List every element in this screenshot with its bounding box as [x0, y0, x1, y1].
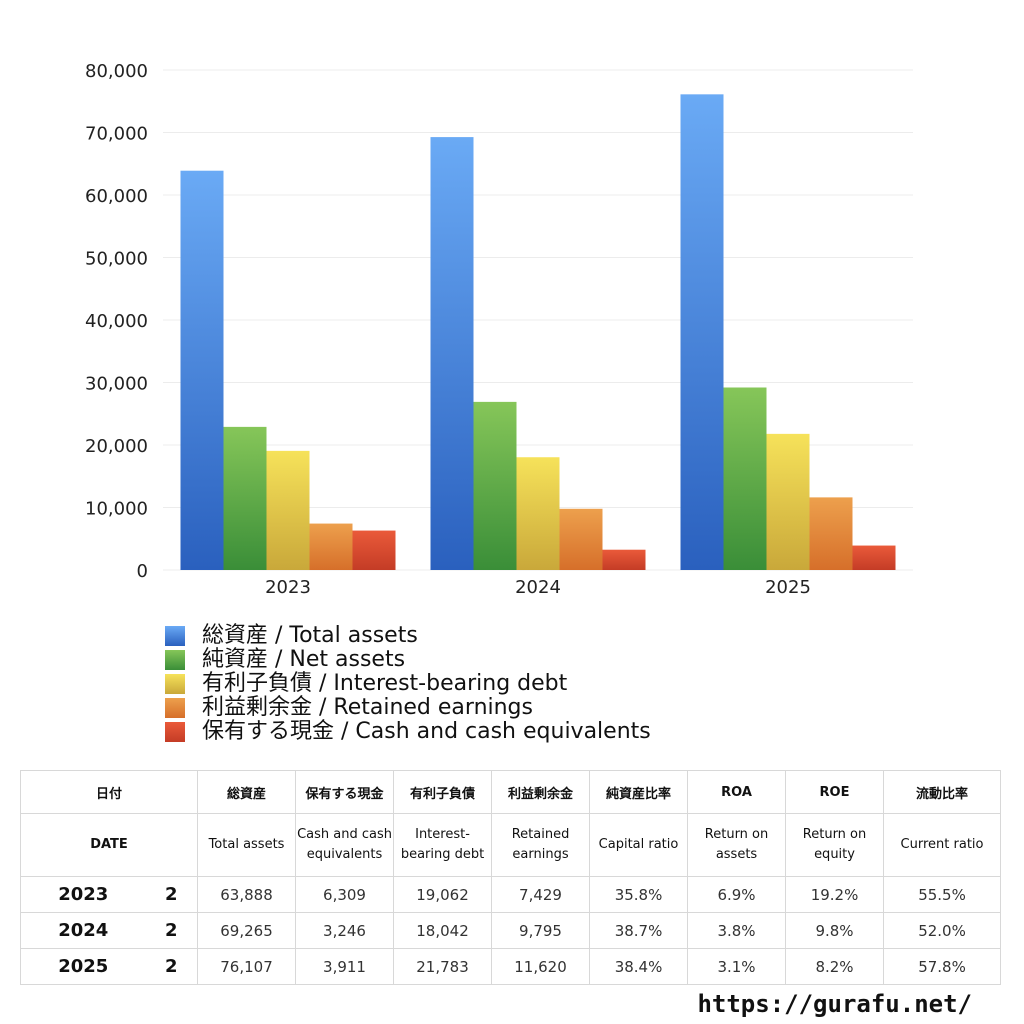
header-retained-jp: 利益剰余金: [491, 770, 591, 814]
cell-current-ratio: 57.8%: [883, 948, 1002, 985]
legend-swatch-total-assets: [165, 626, 185, 646]
x-tick-label: 2024: [515, 577, 561, 598]
y-tick-label: 80,000: [85, 61, 148, 82]
legend-item-retained-earnings: 利益剰余金 / Retained earnings: [165, 696, 651, 720]
bar-series-1-2024: [473, 401, 517, 570]
row-year: 2025: [20, 948, 146, 985]
legend-label: 有利子負債 / Interest-bearing debt: [202, 671, 568, 696]
bar-series-2-2025: [766, 433, 810, 570]
header-debt-jp: 有利子負債: [393, 770, 493, 814]
header-cash-en: Cash and cash equivalents: [295, 813, 395, 877]
cell-cash: 3,911: [295, 948, 395, 985]
legend-swatch-net-assets: [165, 650, 185, 670]
y-tick-label: 50,000: [85, 249, 148, 270]
cell-total-assets: 63,888: [197, 876, 297, 913]
bar-series-2-2023: [266, 450, 310, 570]
header-retained-en: Retained earnings: [491, 813, 591, 877]
header-cash-jp: 保有する現金: [295, 770, 395, 814]
legend-item-net-assets: 純資産 / Net assets: [165, 648, 651, 672]
bar-series-0-2025: [680, 94, 724, 571]
cell-roa: 6.9%: [687, 876, 787, 913]
legend-label: 総資産 / Total assets: [202, 623, 418, 648]
cell-current-ratio: 52.0%: [883, 912, 1002, 949]
row-month: 2: [145, 912, 199, 949]
cell-roe: 8.2%: [785, 948, 885, 985]
y-tick-label: 20,000: [85, 436, 148, 457]
y-tick-label: 30,000: [85, 374, 148, 395]
x-tick-label: 2025: [765, 577, 811, 598]
cell-retained: 7,429: [491, 876, 591, 913]
legend-swatch-retained-earnings: [165, 698, 185, 718]
table-header-en: DATE Total assets Cash and cash equivale…: [19, 813, 1002, 877]
y-tick-label: 10,000: [85, 499, 148, 520]
cell-debt: 18,042: [393, 912, 493, 949]
row-year: 2023: [20, 876, 146, 913]
bar-series-4-2023: [352, 530, 396, 570]
legend-label: 純資産 / Net assets: [202, 647, 406, 672]
cell-debt: 19,062: [393, 876, 493, 913]
header-total-assets-jp: 総資産: [197, 770, 297, 814]
header-capital-ratio-jp: 純資産比率: [589, 770, 689, 814]
cell-capital-ratio: 38.4%: [589, 948, 689, 985]
header-current-ratio-en: Current ratio: [883, 813, 1002, 877]
bar-series-3-2024: [559, 508, 603, 570]
row-month: 2: [145, 876, 199, 913]
y-tick-label: 0: [137, 561, 148, 582]
bar-series-4-2025: [852, 545, 896, 570]
legend-swatch-interest-bearing-debt: [165, 674, 185, 694]
y-tick-label: 60,000: [85, 186, 148, 207]
header-date-en: DATE: [19, 813, 199, 877]
cell-retained: 11,620: [491, 948, 591, 985]
table-header-jp: 日付 総資産 保有する現金 有利子負債 利益剰余金 純資産比率 ROA ROE …: [19, 770, 1002, 814]
cell-current-ratio: 55.5%: [883, 876, 1002, 913]
row-year: 2024: [20, 912, 146, 949]
legend-label: 保有する現金 / Cash and cash equivalents: [202, 719, 651, 744]
bar-series-3-2025: [809, 497, 853, 570]
bar-series-2-2024: [516, 457, 560, 570]
table-row: 2025 2 76,107 3,911 21,783 11,620 38.4% …: [20, 948, 1002, 985]
cell-capital-ratio: 38.7%: [589, 912, 689, 949]
cell-debt: 21,783: [393, 948, 493, 985]
cell-cash: 6,309: [295, 876, 395, 913]
bar-series-0-2024: [430, 137, 474, 570]
header-roe-jp: ROE: [785, 770, 885, 814]
bar-series-4-2024: [602, 549, 646, 570]
legend-label: 利益剰余金 / Retained earnings: [202, 695, 533, 720]
bar-series-1-2025: [723, 387, 767, 570]
y-tick-label: 70,000: [85, 124, 148, 145]
header-roa-jp: ROA: [687, 770, 787, 814]
site-url: https://gurafu.net/: [697, 990, 972, 1018]
cell-retained: 9,795: [491, 912, 591, 949]
chart-legend: 総資産 / Total assets 純資産 / Net assets 有利子負…: [165, 624, 651, 744]
table-row: 2023 2 63,888 6,309 19,062 7,429 35.8% 6…: [20, 876, 1002, 913]
cell-roe: 9.8%: [785, 912, 885, 949]
header-current-ratio-jp: 流動比率: [883, 770, 1002, 814]
header-debt-en: Interest-bearing debt: [393, 813, 493, 877]
legend-item-total-assets: 総資産 / Total assets: [165, 624, 651, 648]
row-month: 2: [145, 948, 199, 985]
bar-series-0-2023: [180, 170, 224, 570]
x-tick-label: 2023: [265, 577, 311, 598]
header-date-jp: 日付: [19, 770, 199, 814]
table-row: 2024 2 69,265 3,246 18,042 9,795 38.7% 3…: [20, 912, 1002, 949]
legend-item-interest-bearing-debt: 有利子負債 / Interest-bearing debt: [165, 672, 651, 696]
cell-roa: 3.8%: [687, 912, 787, 949]
bar-series-1-2023: [223, 426, 267, 570]
legend-item-cash: 保有する現金 / Cash and cash equivalents: [165, 720, 651, 744]
cell-total-assets: 69,265: [197, 912, 297, 949]
header-roa-en: Return on assets: [687, 813, 787, 877]
financial-table: 日付 総資産 保有する現金 有利子負債 利益剰余金 純資産比率 ROA ROE …: [19, 770, 1002, 985]
y-tick-label: 40,000: [85, 311, 148, 332]
header-roe-en: Return on equity: [785, 813, 885, 877]
cell-roe: 19.2%: [785, 876, 885, 913]
cell-capital-ratio: 35.8%: [589, 876, 689, 913]
bar-chart: 0 10,000 20,000 30,000 40,000 50,000 60,000 70,…: [85, 61, 913, 598]
header-capital-ratio-en: Capital ratio: [589, 813, 689, 877]
bar-series-3-2023: [309, 523, 353, 570]
legend-swatch-cash: [165, 722, 185, 742]
header-total-assets-en: Total assets: [197, 813, 297, 877]
cell-cash: 3,246: [295, 912, 395, 949]
cell-roa: 3.1%: [687, 948, 787, 985]
cell-total-assets: 76,107: [197, 948, 297, 985]
